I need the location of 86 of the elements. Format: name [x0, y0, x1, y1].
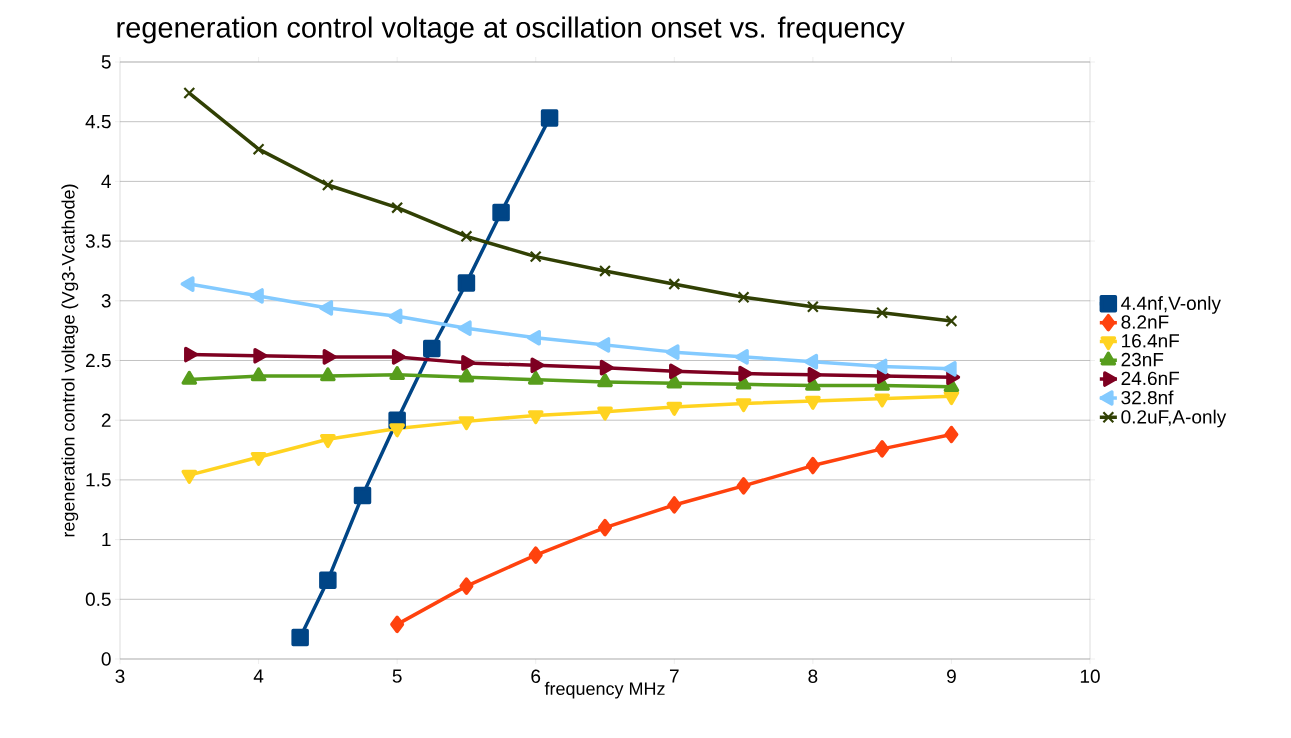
- point: [873, 358, 888, 375]
- point: [666, 401, 683, 416]
- x-tick-label: 6: [531, 669, 541, 683]
- point: [459, 577, 474, 595]
- point: [390, 615, 405, 634]
- x-tick-label: 9: [947, 669, 956, 683]
- point: [737, 291, 750, 304]
- y-tick-label: 4.5: [85, 115, 111, 129]
- point: [319, 571, 337, 589]
- point: [252, 143, 265, 156]
- y-tick-label: 0.5: [85, 592, 111, 607]
- point: [183, 86, 196, 100]
- chart-title: regeneration control voltage at oscillation onset vs. frequency: [117, 16, 905, 44]
- point: [180, 276, 195, 292]
- point: [666, 374, 683, 389]
- point: [599, 359, 614, 376]
- legend-label: 0.2uF,A-only: [1121, 409, 1227, 428]
- legend-label: 24.6nF: [1121, 371, 1179, 386]
- point: [388, 308, 403, 325]
- y-tick-label: 2.5: [86, 353, 111, 368]
- point: [458, 368, 475, 383]
- point: [875, 440, 890, 458]
- point: [807, 367, 822, 383]
- point: [529, 250, 542, 263]
- x-tick-label: 10: [1080, 669, 1100, 683]
- point: [460, 230, 473, 243]
- point: [598, 518, 613, 537]
- point: [492, 203, 510, 222]
- point: [665, 344, 680, 360]
- point: [806, 300, 819, 313]
- y-tick-label: 1: [102, 533, 111, 547]
- legend-label: 8.2nF: [1121, 315, 1169, 329]
- y-tick-label: 2: [101, 413, 111, 427]
- point: [319, 300, 334, 316]
- point: [291, 628, 309, 647]
- point: [597, 373, 613, 388]
- x-tick-label: 3: [115, 669, 125, 683]
- point: [597, 406, 613, 421]
- legend-label: 4.4nf,V-only: [1121, 296, 1221, 314]
- point: [876, 306, 889, 319]
- y-tick-label: 3: [101, 294, 111, 308]
- x-tick-label: 7: [669, 669, 679, 683]
- x-tick-label: 5: [392, 669, 402, 683]
- point: [944, 425, 959, 444]
- point: [942, 361, 957, 377]
- y-tick-label: 1.5: [86, 473, 111, 487]
- point: [457, 274, 476, 292]
- point: [528, 546, 543, 564]
- point: [423, 339, 441, 358]
- y-tick-label: 0: [101, 652, 111, 666]
- point: [596, 337, 611, 353]
- point: [805, 395, 821, 410]
- y-tick-label: 3.5: [85, 234, 111, 248]
- legend-label: 32.8nf: [1121, 390, 1174, 405]
- point: [667, 496, 682, 514]
- legend-label: 16.4nF: [1122, 334, 1179, 348]
- point: [530, 357, 545, 374]
- point: [598, 264, 612, 277]
- x-tick-label: 4: [253, 669, 264, 683]
- point: [457, 320, 472, 337]
- legend-label: 23nF: [1121, 352, 1164, 367]
- point: [945, 315, 958, 328]
- point: [540, 109, 559, 127]
- point: [353, 486, 372, 505]
- point: [389, 423, 405, 438]
- point: [736, 477, 751, 495]
- point: [321, 178, 334, 192]
- point: [391, 201, 404, 214]
- point: [389, 366, 405, 381]
- point: [250, 451, 267, 466]
- point: [253, 347, 268, 364]
- point: [250, 367, 267, 382]
- point: [322, 349, 337, 365]
- y-tick-label: 5: [101, 55, 111, 69]
- point: [738, 365, 753, 382]
- x-axis-title: frequency MHz: [544, 681, 665, 699]
- point: [181, 469, 198, 484]
- y-axis-title: regeneration control voltage (Vg3-Vcathode): [61, 184, 79, 537]
- point: [874, 393, 890, 408]
- point: [391, 349, 406, 365]
- point: [668, 278, 681, 291]
- point: [805, 456, 820, 475]
- point: [320, 367, 336, 382]
- y-tick-label: 4: [101, 174, 111, 188]
- x-tick-label: 8: [808, 669, 818, 683]
- point: [804, 353, 819, 370]
